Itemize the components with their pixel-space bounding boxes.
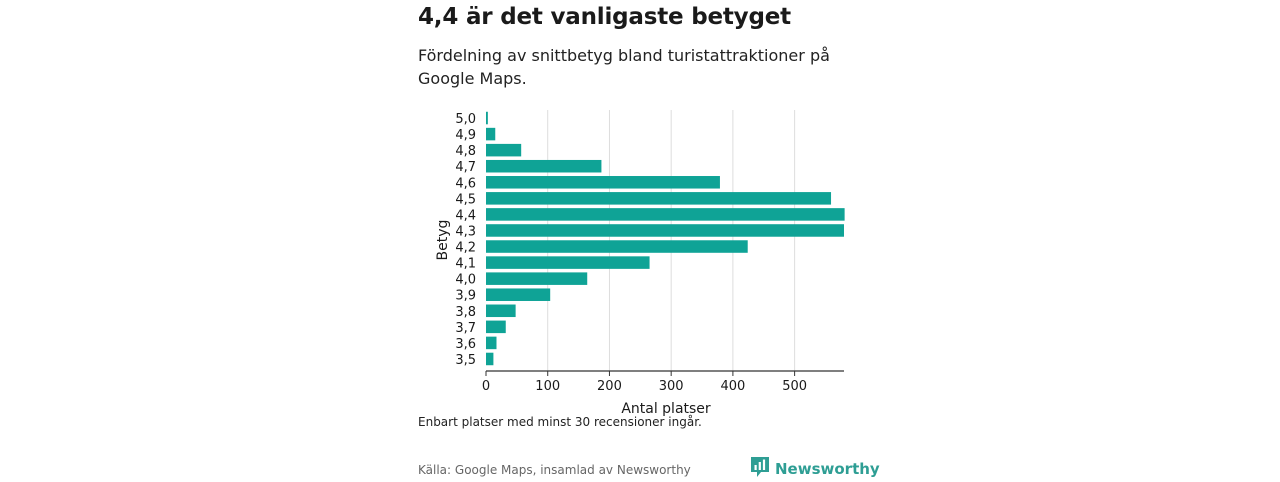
x-axis: 0 100 200 300 400 500 xyxy=(482,370,844,394)
source-text: Källa: Google Maps, insamlad av Newswort… xyxy=(418,463,691,477)
bar xyxy=(486,320,506,334)
y-tick-label: 3,6 xyxy=(455,337,476,352)
y-tick-label: 4,0 xyxy=(455,273,476,288)
y-tick-label: 4,4 xyxy=(455,208,476,223)
chart-subtitle: Fördelning av snittbetyg bland turistatt… xyxy=(418,46,830,88)
y-tick-label: 4,8 xyxy=(455,144,476,159)
bar xyxy=(486,159,602,173)
brand-logo[interactable]: Newsworthy xyxy=(750,456,880,482)
brand-name: Newsworthy xyxy=(775,460,880,478)
chart-title: 4,4 är det vanligaste betyget xyxy=(418,4,791,30)
y-tick-label: 4,7 xyxy=(455,160,476,175)
y-tick-label: 4,3 xyxy=(455,224,476,239)
bar xyxy=(486,192,832,205)
newsworthy-logo-icon xyxy=(750,456,770,482)
bars xyxy=(486,111,845,366)
footnote: Enbart platser med minst 30 recensioner … xyxy=(418,415,702,429)
y-axis-label: Betyg xyxy=(435,220,451,261)
bar xyxy=(486,352,494,366)
chart-card: 4,4 är det vanligaste betyget Fördelning… xyxy=(418,0,880,480)
bar xyxy=(486,288,551,301)
bar-chart: 5,04,94,84,74,64,54,44,34,24,14,03,93,83… xyxy=(435,110,845,417)
y-tick-labels: 5,04,94,84,74,64,54,44,34,24,14,03,93,83… xyxy=(455,112,476,368)
y-tick-label: 4,5 xyxy=(455,192,476,207)
bar xyxy=(486,224,844,237)
x-tick-label: 500 xyxy=(782,379,807,394)
y-tick-label: 4,2 xyxy=(455,241,476,256)
x-tick-label: 0 xyxy=(482,379,490,394)
bar xyxy=(486,272,588,285)
bar xyxy=(486,127,496,141)
y-tick-label: 4,6 xyxy=(455,176,476,191)
x-tick-label: 200 xyxy=(597,379,622,394)
x-tick-label: 100 xyxy=(535,379,560,394)
bar xyxy=(486,304,516,318)
bar xyxy=(486,143,522,157)
bar xyxy=(486,111,488,125)
y-tick-label: 3,9 xyxy=(455,289,476,304)
bar xyxy=(486,256,650,269)
y-tick-label: 3,8 xyxy=(455,305,476,320)
y-tick-label: 3,7 xyxy=(455,321,476,336)
bar xyxy=(486,336,497,350)
x-tick-label: 300 xyxy=(659,379,684,394)
y-tick-label: 3,5 xyxy=(455,353,476,368)
y-tick-label: 5,0 xyxy=(455,112,476,127)
bar xyxy=(486,176,720,189)
y-tick-label: 4,1 xyxy=(455,257,476,272)
y-tick-label: 4,9 xyxy=(455,128,476,143)
x-tick-label: 400 xyxy=(720,379,745,394)
x-axis-label: Antal platser xyxy=(621,401,711,417)
bar xyxy=(486,208,845,221)
bar xyxy=(486,240,748,253)
